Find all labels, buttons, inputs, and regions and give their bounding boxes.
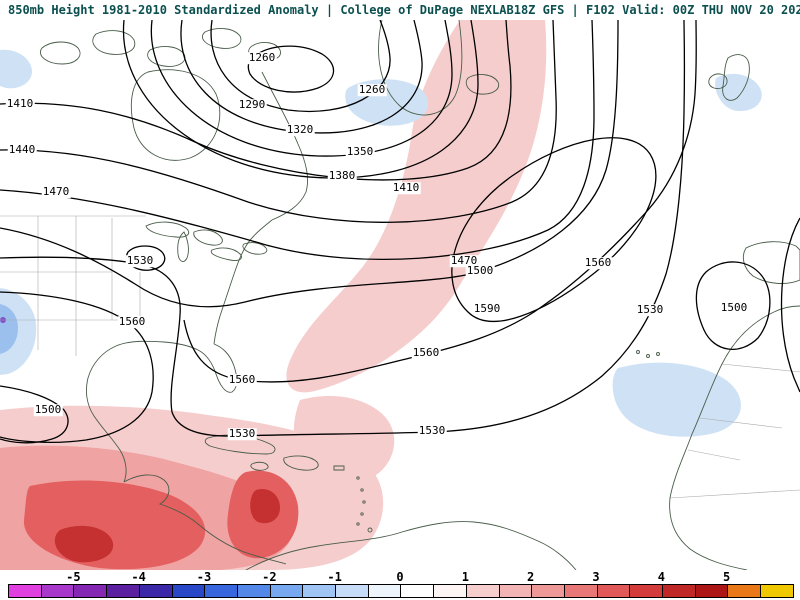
- colorbar-cell: [237, 585, 271, 597]
- colorbar-tick: 5: [723, 570, 731, 584]
- colorbar-ticks: -5 -4 -3 -2 -1 0 1 2 3 4 5: [0, 570, 800, 584]
- contour-label: 1260: [247, 51, 277, 65]
- contour-label: 1560: [411, 346, 441, 360]
- colorbar-cell: [532, 585, 565, 597]
- colorbar-tick: 1: [461, 570, 469, 584]
- colorbar-cell: [401, 585, 435, 597]
- contour-label: 1560: [583, 256, 613, 270]
- contour-label: 1500: [465, 264, 495, 278]
- colorbar-tick: -3: [196, 570, 212, 584]
- colorbar-cell: [630, 585, 664, 597]
- contour-label: 1560: [117, 315, 147, 329]
- colorbar-tick: 2: [527, 570, 535, 584]
- positive-anomaly-shading: [0, 20, 547, 570]
- colorbar-cell: [9, 585, 42, 597]
- contour-label: 1530: [635, 303, 665, 317]
- contour-label: 1590: [472, 302, 502, 316]
- contour-label: 1530: [227, 427, 257, 441]
- colorbar: -5 -4 -3 -2 -1 0 1 2 3 4 5: [0, 570, 800, 600]
- colorbar-cell: [107, 585, 140, 597]
- model-valid-time: 18Z GFS | F102 Valid: 00Z THU NOV 20 202…: [513, 3, 800, 17]
- anomaly-map-svg: [0, 20, 800, 570]
- colorbar-cell: [695, 585, 729, 597]
- colorbar-cell: [499, 585, 533, 597]
- colorbar-tick: -5: [66, 570, 81, 584]
- colorbar-cell: [368, 585, 402, 597]
- map-title: 850mb Height 1981-2010 Standardized Anom…: [8, 3, 514, 17]
- contour-label: 1530: [125, 254, 155, 268]
- colorbar-tick: 0: [396, 570, 404, 584]
- colorbar-cell: [270, 585, 304, 597]
- contour-label: 1440: [7, 143, 37, 157]
- colorbar-cells: [8, 584, 794, 598]
- colorbar-cell: [761, 585, 793, 597]
- contour-label: 1500: [33, 403, 63, 417]
- contour-label: 1530: [417, 424, 447, 438]
- colorbar-cell: [74, 585, 108, 597]
- colorbar-cell: [41, 585, 75, 597]
- colorbar-cell: [728, 585, 762, 597]
- colorbar-cell: [336, 585, 369, 597]
- colorbar-cell: [172, 585, 206, 597]
- title-bar: 850mb Height 1981-2010 Standardized Anom…: [0, 0, 800, 20]
- contour-label: 1380: [327, 169, 357, 183]
- map-area: 1410 1440 1470 1260 1290 1260 1320 1350 1380 1410…: [0, 20, 800, 570]
- contour-label: 1470: [41, 185, 71, 199]
- colorbar-cell: [139, 585, 173, 597]
- contour-label: 1320: [285, 123, 315, 137]
- contour-label: 1560: [227, 373, 257, 387]
- colorbar-cell: [663, 585, 696, 597]
- contour-label: 1260: [357, 83, 387, 97]
- negative-anomaly-shading: [0, 49, 762, 437]
- contour-label: 1350: [345, 145, 375, 159]
- colorbar-cell: [564, 585, 598, 597]
- colorbar-cell: [205, 585, 238, 597]
- contour-label: 1290: [237, 98, 267, 112]
- colorbar-cell: [434, 585, 467, 597]
- colorbar-tick: 4: [657, 570, 665, 584]
- state-borders: [0, 215, 800, 499]
- colorbar-tick: 3: [592, 570, 600, 584]
- colorbar-cell: [597, 585, 631, 597]
- contour-label: 1470: [449, 254, 479, 268]
- contour-label: 1410: [5, 97, 35, 111]
- coastlines: [40, 20, 800, 570]
- contour-label: 1410: [391, 181, 421, 195]
- colorbar-cell: [466, 585, 500, 597]
- colorbar-tick: -4: [131, 570, 146, 584]
- colorbar-tick: -1: [327, 570, 342, 584]
- contour-label: 1500: [719, 301, 749, 315]
- colorbar-tick: -2: [262, 570, 277, 584]
- colorbar-cell: [303, 585, 337, 597]
- height-contours: [0, 20, 800, 444]
